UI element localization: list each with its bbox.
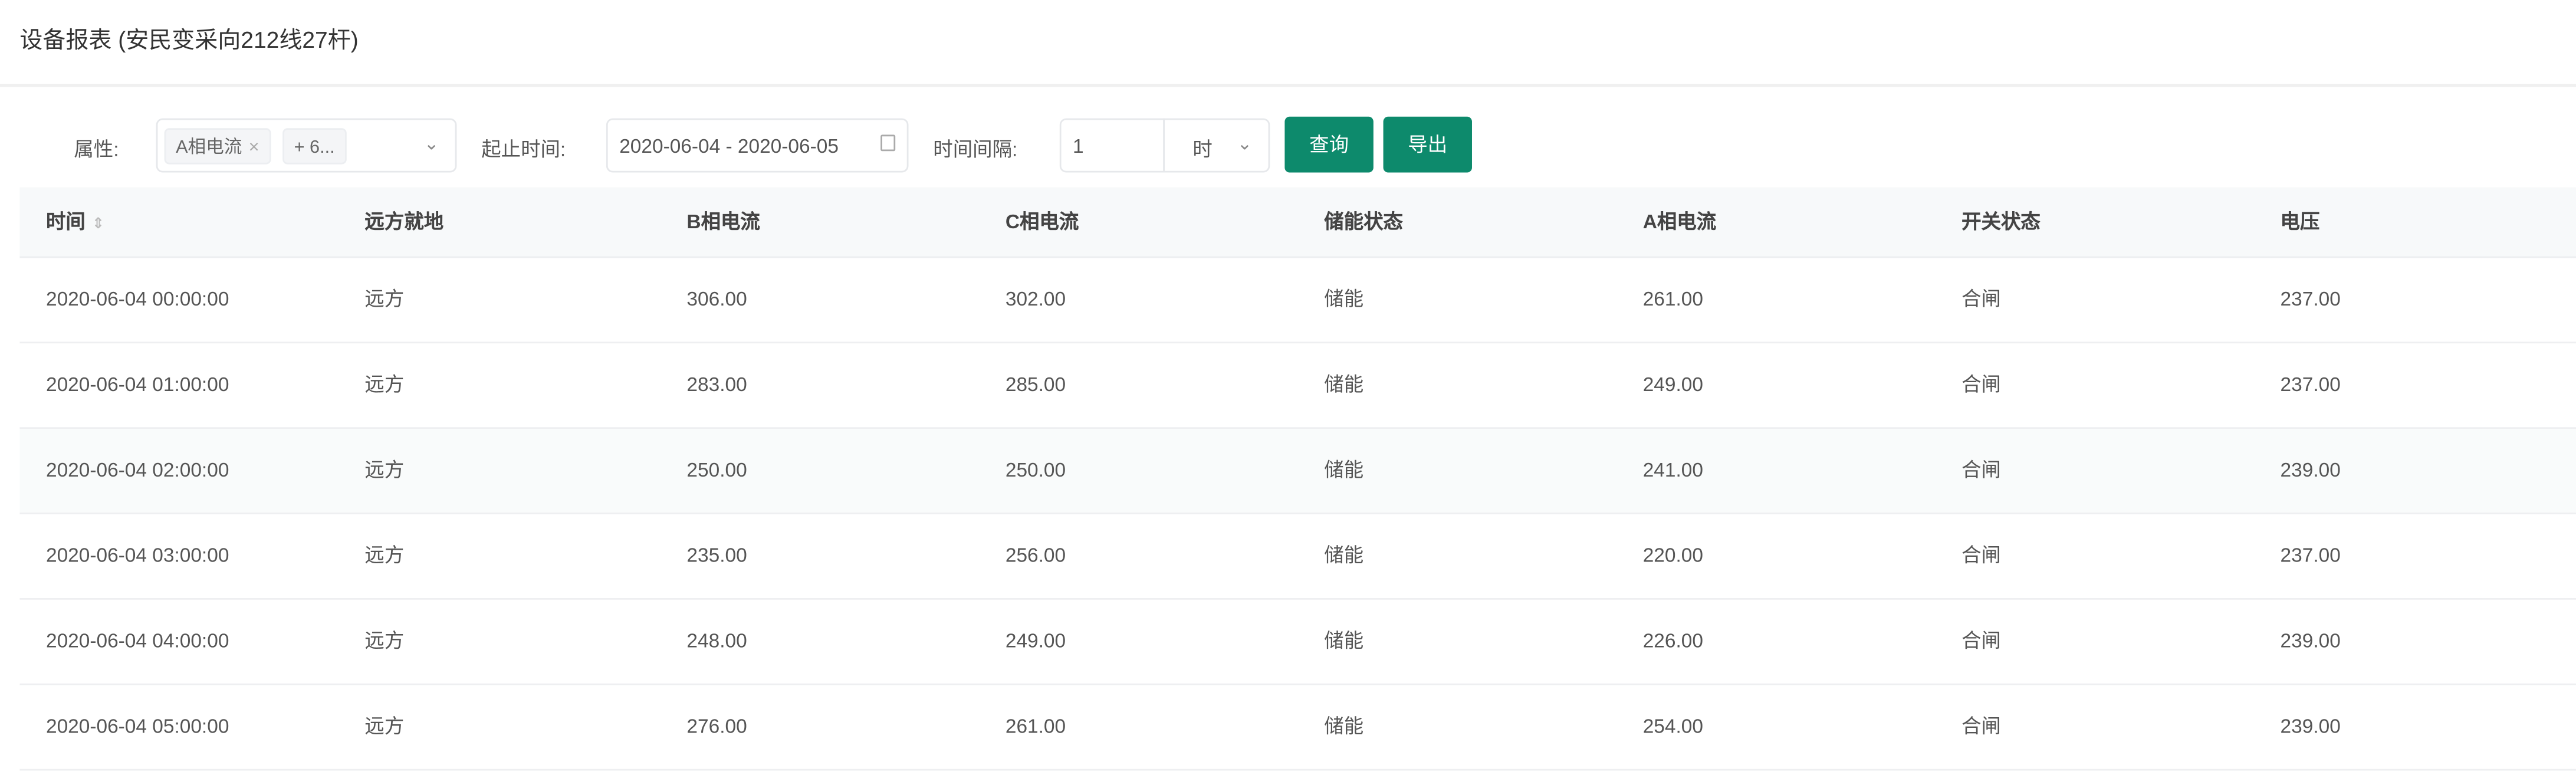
table-header: 时间 ⇕ 远方就地 B相电流 C相电流 储能状态 A相电流 开关状态 电压 xyxy=(19,187,2576,258)
attr-tag-more: + 6... xyxy=(282,128,347,165)
table-row: 2020-06-04 04:00:00 远方 248.00 249.00 储能 226.0… xyxy=(19,600,2576,685)
table-cell: 237.00 xyxy=(2280,373,2341,396)
column-header-label: C相电流 xyxy=(1005,210,1079,234)
table-row: 2020-06-04 01:00:00 远方 283.00 285.00 储能 249.0… xyxy=(19,343,2576,429)
table-cell: 合闸 xyxy=(1961,373,2002,396)
time-range-label: 起止时间: xyxy=(481,137,566,161)
attr-label: 属性: xyxy=(74,137,119,161)
column-header-label: B相电流 xyxy=(686,210,760,234)
column-header-label: 储能状态 xyxy=(1324,210,1404,234)
table-cell: 合闸 xyxy=(1961,287,2002,311)
table-cell: 283.00 xyxy=(686,373,747,396)
table-cell: 储能 xyxy=(1324,373,1364,396)
table-cell: 远方 xyxy=(364,373,405,396)
calendar-icon xyxy=(880,134,896,152)
table-cell: 储能 xyxy=(1324,714,1364,738)
table-cell: 261.00 xyxy=(1005,714,1066,738)
column-header: C相电流 xyxy=(1006,188,1079,257)
page-title: 设备报表 (安民变采向212线27杆) xyxy=(19,26,359,53)
table-cell: 256.00 xyxy=(1005,544,1066,567)
column-header: 储能状态 xyxy=(1324,188,1403,257)
table-cell: 储能 xyxy=(1324,287,1364,311)
column-header-label: 时间 xyxy=(45,210,86,234)
interval-value: 1 xyxy=(1073,134,1084,158)
interval-unit-select[interactable]: 时 ⌄ xyxy=(1163,118,1270,173)
table-cell: 239.00 xyxy=(2280,629,2341,652)
column-header: B相电流 xyxy=(686,188,760,257)
interval-input[interactable]: 1 xyxy=(1059,118,1165,173)
table-cell: 239.00 xyxy=(2280,458,2341,482)
table-cell: 2020-06-04 00:00:00 xyxy=(45,287,229,311)
table-cell: 合闸 xyxy=(1961,629,2002,652)
table-cell: 285.00 xyxy=(1005,373,1066,396)
table-cell: 249.00 xyxy=(1642,373,1703,396)
table-body: 2020-06-04 00:00:00 远方 306.00 302.00 储能 261.0… xyxy=(19,258,2576,771)
column-header[interactable]: 时间 ⇕ xyxy=(46,188,104,258)
table-cell: 306.00 xyxy=(686,287,747,311)
table-row: 2020-06-04 02:00:00 远方 250.00 250.00 储能 241.0… xyxy=(19,429,2576,514)
interval-unit-value: 时 xyxy=(1192,137,1213,161)
table-row: 2020-06-04 00:00:00 远方 306.00 302.00 储能 261.0… xyxy=(19,258,2576,344)
column-header: A相电流 xyxy=(1643,188,1716,257)
divider xyxy=(0,84,2576,87)
date-range-picker[interactable]: 2020-06-04 - 2020-06-05 xyxy=(606,118,909,173)
table-cell: 合闸 xyxy=(1961,714,2002,738)
close-icon[interactable]: × xyxy=(248,137,259,158)
report-table: 时间 ⇕ 远方就地 B相电流 C相电流 储能状态 A相电流 开关状态 电压 2020-06-04… xyxy=(19,187,2576,771)
table-cell: 2020-06-04 04:00:00 xyxy=(45,629,229,652)
table-cell: 261.00 xyxy=(1642,287,1703,311)
table-cell: 241.00 xyxy=(1642,458,1703,482)
table-cell: 合闸 xyxy=(1961,544,2002,567)
table-cell: 237.00 xyxy=(2280,287,2341,311)
table-cell: 220.00 xyxy=(1642,544,1703,567)
table-cell: 远方 xyxy=(364,714,405,738)
column-header: 电压 xyxy=(2281,188,2320,257)
chevron-down-icon: ⌄ xyxy=(423,134,439,155)
column-header-label: A相电流 xyxy=(1642,210,1717,234)
table-cell: 254.00 xyxy=(1642,714,1703,738)
table-cell: 237.00 xyxy=(2280,544,2341,567)
table-cell: 226.00 xyxy=(1642,629,1703,652)
column-header: 开关状态 xyxy=(1961,188,2041,257)
table-cell: 储能 xyxy=(1324,458,1364,482)
column-header-label: 电压 xyxy=(2280,210,2320,234)
table-cell: 合闸 xyxy=(1961,458,2002,482)
export-button[interactable]: 导出 xyxy=(1383,116,1472,173)
table-cell: 249.00 xyxy=(1005,629,1066,652)
date-range-value: 2020-06-04 - 2020-06-05 xyxy=(619,134,839,158)
table-cell: 250.00 xyxy=(686,458,747,482)
table-row: 2020-06-04 05:00:00 远方 276.00 261.00 储能 254.0… xyxy=(19,685,2576,771)
attr-tag: A相电流 × xyxy=(164,128,271,165)
chevron-down-icon: ⌄ xyxy=(1237,134,1253,155)
table-cell: 远方 xyxy=(364,458,405,482)
table-cell: 248.00 xyxy=(686,629,747,652)
table-row: 2020-06-04 03:00:00 远方 235.00 256.00 储能 220.0… xyxy=(19,514,2576,600)
table-cell: 276.00 xyxy=(686,714,747,738)
table-cell: 2020-06-04 02:00:00 xyxy=(45,458,229,482)
table-cell: 远方 xyxy=(364,629,405,652)
column-header-label: 远方就地 xyxy=(364,210,444,234)
table-cell: 远方 xyxy=(364,544,405,567)
table-cell: 远方 xyxy=(364,287,405,311)
attr-multiselect[interactable]: A相电流 × + 6... ⌄ xyxy=(156,118,457,173)
sort-icon[interactable]: ⇕ xyxy=(92,215,105,232)
table-cell: 2020-06-04 01:00:00 xyxy=(45,373,229,396)
table-cell: 储能 xyxy=(1324,544,1364,567)
column-header: 远方就地 xyxy=(364,188,443,257)
table-cell: 250.00 xyxy=(1005,458,1066,482)
table-cell: 235.00 xyxy=(686,544,747,567)
table-cell: 2020-06-04 05:00:00 xyxy=(45,714,229,738)
interval-label: 时间间隔: xyxy=(933,137,1018,161)
table-cell: 储能 xyxy=(1324,629,1364,652)
table-cell: 239.00 xyxy=(2280,714,2341,738)
table-cell: 302.00 xyxy=(1005,287,1066,311)
column-header-label: 开关状态 xyxy=(1961,210,2041,234)
attr-tag-label: A相电流 xyxy=(176,137,242,158)
table-cell: 2020-06-04 03:00:00 xyxy=(45,544,229,567)
query-button[interactable]: 查询 xyxy=(1284,116,1374,173)
